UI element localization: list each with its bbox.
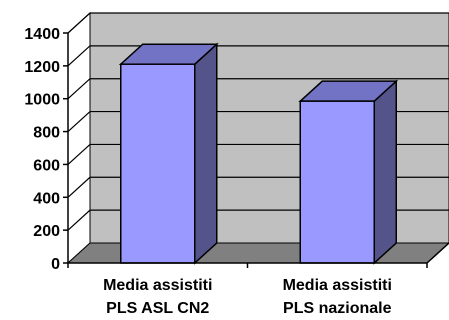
y-tick-label: 600 [33,157,60,174]
gridline [67,12,449,34]
side-wall [67,11,91,265]
bars [118,42,399,265]
x-tick-label: PLS nazionale [283,300,392,317]
x-tick-label: Media assistiti [103,277,212,294]
y-tick-label: 400 [33,190,60,207]
bar-side-face [373,79,397,265]
y-axis-ticks: 0 200 400 600 800 1000 1200 1400 [24,26,68,273]
x-tick-label: Media assistiti [283,277,392,294]
bar-front-face [120,63,196,264]
gridline [67,45,449,67]
bar-front-face [299,100,375,264]
x-axis-ticks: Media assistiti PLS ASL CN2 Media assistit… [67,263,428,317]
y-tick-label: 0 [51,256,60,273]
bar [118,42,219,265]
bar [298,79,399,265]
gridline [67,78,449,100]
x-tick-label: PLS ASL CN2 [106,300,209,317]
y-tick-label: 1400 [24,26,60,43]
y-tick-label: 800 [33,125,60,142]
y-tick-label: 1000 [24,92,60,109]
x-axis-end-diagonal [426,242,449,264]
y-tick-label: 200 [33,223,60,240]
bar-side-face [194,42,218,265]
y-tick-label: 1200 [24,59,60,76]
